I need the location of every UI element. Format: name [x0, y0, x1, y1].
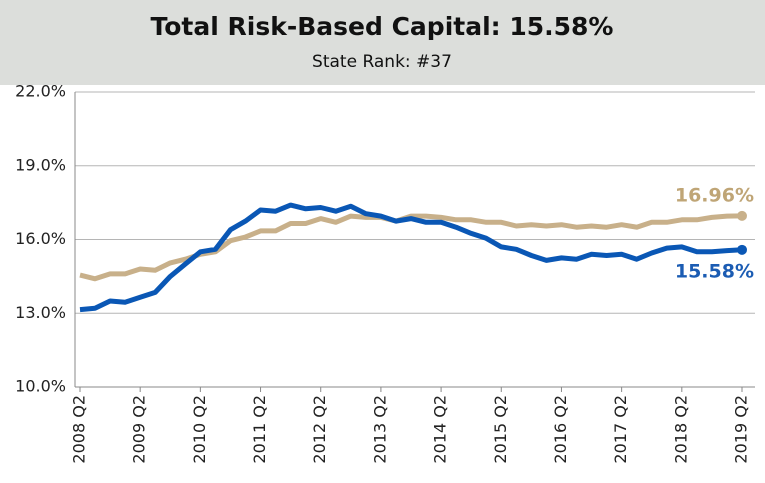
value-label: 15.58%: [675, 260, 754, 282]
value-label: 16.96%: [675, 184, 754, 206]
y-tick-label: 16.0%: [15, 229, 66, 248]
chart-title: Total Risk-Based Capital: 15.58%: [151, 12, 614, 41]
end-point: [737, 244, 747, 255]
x-tick-label: 2012 Q2: [310, 395, 329, 464]
series-line: [79, 202, 743, 313]
end-point: [737, 210, 747, 221]
x-tick-label: 2010 Q2: [190, 395, 209, 464]
x-tick-label: 2017 Q2: [611, 395, 630, 464]
x-tick-label: 2019 Q2: [732, 395, 751, 464]
x-tick-label: 2008 Q2: [70, 395, 89, 464]
x-tick-label: 2009 Q2: [130, 395, 149, 464]
x-tick-label: 2014 Q2: [431, 395, 450, 464]
y-tick-label: 22.0%: [15, 82, 66, 101]
x-tick-label: 2013 Q2: [370, 395, 389, 464]
header-band: [0, 0, 765, 85]
y-tick-label: 19.0%: [15, 155, 66, 174]
y-tick-label: 10.0%: [15, 377, 66, 396]
chart-subtitle: State Rank: #37: [312, 52, 452, 72]
x-tick-label: 2018 Q2: [671, 395, 690, 464]
x-tick-label: 2015 Q2: [491, 395, 510, 464]
x-tick-label: 2011 Q2: [250, 395, 269, 464]
y-tick-label: 13.0%: [15, 303, 66, 322]
x-tick-label: 2016 Q2: [551, 395, 570, 464]
